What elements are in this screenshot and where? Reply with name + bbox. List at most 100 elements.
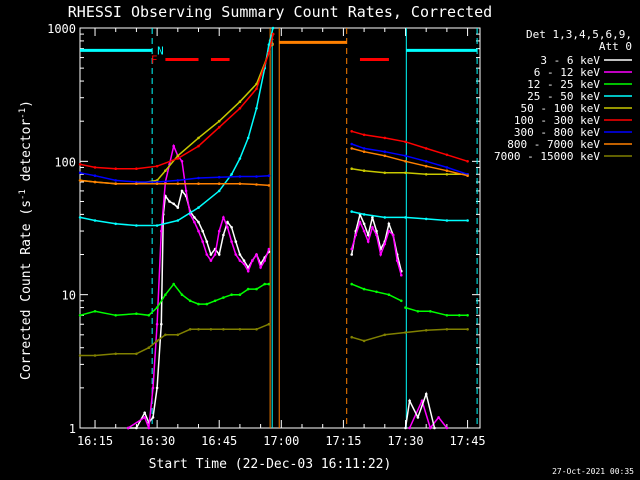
series-point [424,392,428,396]
series-line [127,143,270,429]
series-point [160,322,163,326]
x-tick-label: 17:45 [450,434,486,448]
legend-label: 12 - 25 keV [527,78,600,91]
series-point [126,426,130,430]
series-point [151,386,155,390]
series-point [217,253,221,256]
series-point [424,147,428,150]
series-point [217,229,221,233]
series-point [155,164,159,168]
series-point [267,174,271,177]
series-point [242,262,246,266]
series-point [222,216,225,219]
series-point [433,426,436,430]
series-point [217,189,221,193]
series-point [383,154,387,158]
series-point [230,240,233,243]
series-point [197,144,200,148]
series-point [180,293,184,297]
series-point [445,173,449,176]
series-point [180,189,184,193]
series-point [93,310,97,313]
series-point [404,426,407,430]
series-point [255,87,258,91]
series-point [350,130,354,133]
series-point [383,216,387,219]
series-point [78,216,82,219]
series-point [387,222,391,226]
series-point [234,253,238,256]
series-point [135,167,138,170]
series-point [201,240,204,243]
series-point [209,328,213,331]
series-line [404,391,436,429]
series-point [350,282,354,286]
series-point [383,136,387,140]
chart-title: RHESSI Observing Summary Count Rates, Co… [68,3,492,21]
series-point [213,253,217,256]
series-point [255,183,258,186]
x-tick-label: 17:00 [263,434,299,448]
series-point [362,169,366,172]
series-point [350,253,354,256]
series-point [362,287,366,291]
x-tick-label: 17:30 [387,434,423,448]
series-point [78,179,82,182]
series-point [445,166,449,169]
series-point [350,335,354,339]
series-point [93,180,97,184]
series-point [164,293,167,297]
y-tick-label: 10 [62,289,76,303]
series-point [143,416,146,419]
legend-label: 6 - 12 keV [534,66,601,79]
series-point [350,142,354,146]
series-point [114,182,117,185]
series-point [267,247,271,251]
series-point [188,299,192,303]
series-point [362,150,366,153]
series-point [176,333,180,337]
series-point [184,189,188,193]
series-point [222,296,225,299]
series-point [213,299,217,303]
footer-date: 27-Oct-2021 00:35 [552,467,634,476]
series-point [197,229,200,233]
series-point [217,126,221,129]
legend-label: 7000 - 15000 keV [494,150,600,163]
legend-label: 800 - 7000 keV [507,138,600,151]
y-tick-label: 100 [54,155,76,169]
series-point [271,26,275,30]
series-point [387,229,391,233]
series-point [362,229,366,233]
series-point [466,160,469,163]
series-point [172,144,175,148]
series-point [424,217,428,221]
series-point [164,169,167,172]
series-point [147,426,151,430]
marker-f-label: F [151,54,158,67]
series-point [201,229,204,233]
series-line [351,210,468,222]
series-point [114,352,117,356]
series-point [366,240,370,243]
series-point [176,154,180,158]
legend-label: 50 - 100 keV [521,102,601,115]
series-point [222,233,225,237]
series-point [114,222,117,226]
series-point [193,216,196,219]
series-point [197,328,200,331]
series-point [255,253,258,256]
series-point [78,171,82,175]
plot-frame [79,27,481,429]
series-point [255,107,258,110]
series-point [209,253,213,256]
series-point [155,224,159,227]
series-point [238,259,242,262]
y-axis-label: Corrected Count Rate (s-1 detector-1) [18,100,34,380]
series-point [429,426,432,430]
series-point [379,253,383,256]
series-point [404,160,407,163]
series-line [79,33,274,170]
series-point [93,174,97,177]
